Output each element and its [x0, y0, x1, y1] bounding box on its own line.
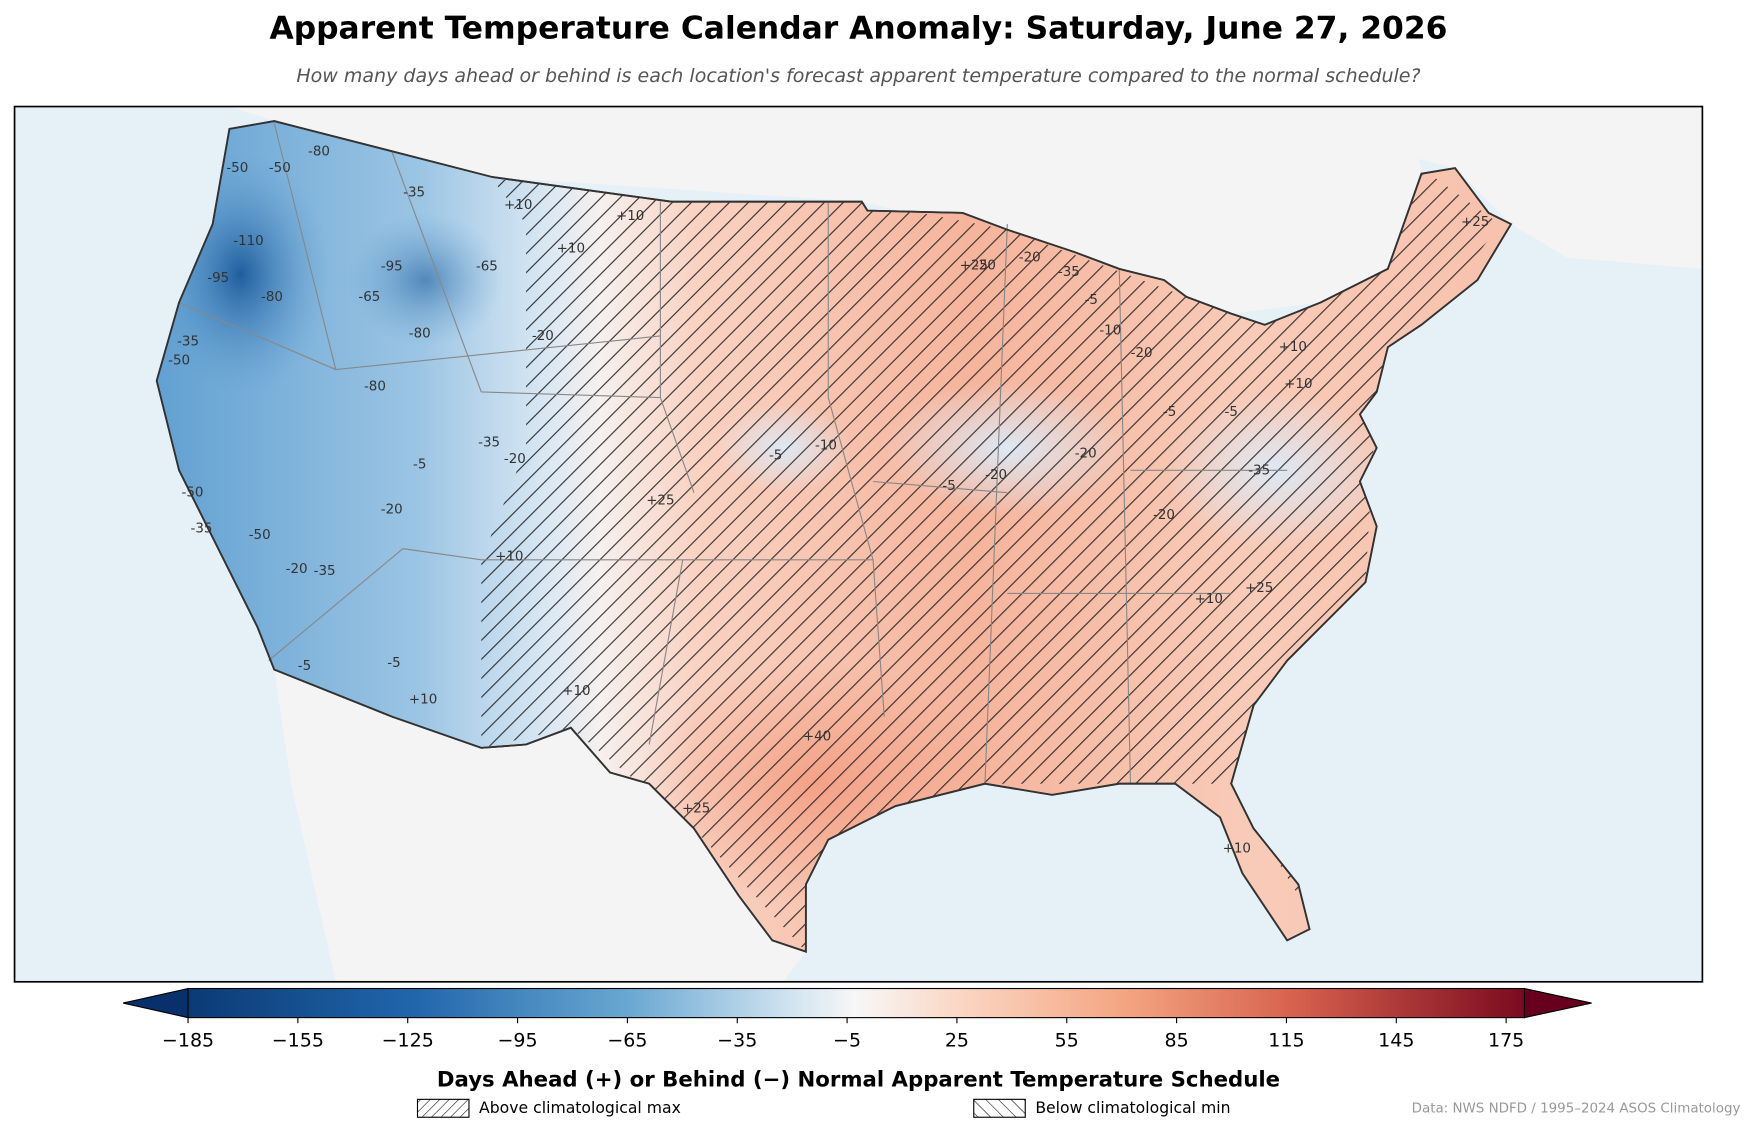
contour-label: -35	[177, 335, 199, 350]
us-outline	[155, 120, 1513, 953]
colorbar-tick-label: 25	[945, 1030, 969, 1052]
contour-label: +10	[616, 209, 644, 224]
colorbar-tick-label: −125	[382, 1030, 434, 1052]
colorbar-tick-label: 85	[1165, 1030, 1189, 1052]
legend-label: Below climatological min	[1035, 1098, 1230, 1117]
contour-label: -20	[1153, 508, 1175, 523]
colorbar-tick-label: −155	[272, 1030, 324, 1052]
contour-label: -35	[190, 522, 212, 537]
colorbar-tick-label: −5	[833, 1030, 861, 1052]
legend-label: Above climatological max	[479, 1098, 681, 1117]
contour-label: -35	[314, 564, 336, 579]
contour-label: +10	[495, 549, 523, 564]
contour-label: -110	[233, 234, 263, 249]
colorbar-label: Days Ahead (+) or Behind (−) Normal Appa…	[437, 1067, 1280, 1092]
contour-label: -10	[815, 439, 837, 454]
state-borders	[178, 123, 1288, 784]
contour-label: -20	[504, 452, 526, 467]
contour-label: -50	[269, 161, 291, 176]
contour-label: -80	[409, 327, 431, 342]
contour-label: +10	[1279, 340, 1307, 355]
contour-label: -20	[974, 258, 996, 273]
canada-land	[14, 106, 1422, 314]
contour-label: -5	[387, 656, 400, 671]
colorbar-tick-label: −95	[497, 1030, 537, 1052]
contour-label: -35	[1248, 463, 1270, 478]
contour-label: -5	[1163, 405, 1176, 420]
contour-label: -50	[182, 486, 204, 501]
colorbar-tick-label: 145	[1378, 1030, 1414, 1052]
contour-label: -95	[207, 271, 229, 286]
legend-swatch	[973, 1098, 1026, 1118]
colorbar-tick-label: 115	[1268, 1030, 1304, 1052]
contour-label: -35	[1058, 265, 1080, 280]
contour-labels: -80-50 -50-110-95-80-95-65-80-80-35-65-50…	[168, 144, 1489, 856]
contour-label: +25	[682, 801, 710, 816]
contour-label: -50	[226, 161, 248, 176]
contour-label: -20	[381, 502, 403, 517]
contour-label: -5	[413, 458, 426, 473]
map-frame	[13, 105, 1704, 983]
contour-label: -65	[358, 290, 380, 305]
colorbar-tick-label: −35	[717, 1030, 757, 1052]
colorbar-extend-low	[122, 987, 189, 1019]
colorbar: −185 −155 −125 −95 −65 −35 −5 25 55 85 115 145 175	[122, 987, 1592, 1052]
mexico-land	[274, 669, 806, 982]
map-subtitle: How many days ahead or behind is each lo…	[296, 65, 1420, 87]
contour-label: -20	[532, 329, 554, 344]
contour-label: -5	[1224, 405, 1237, 420]
contour-label: +25	[646, 494, 674, 509]
contour-label: +10	[1284, 377, 1312, 392]
colorbar-tick-label: −185	[162, 1030, 214, 1052]
canada-land	[14, 106, 1703, 269]
contour-label: -80	[261, 290, 283, 305]
contour-label: -50	[249, 528, 271, 543]
contour-label: -20	[286, 562, 308, 577]
colorbar-tick-label: 175	[1488, 1030, 1524, 1052]
credit: Data: NWS NDFD / 1995–2024 ASOS Climatol…	[1412, 1101, 1741, 1116]
contour-label: -20	[985, 468, 1007, 483]
colorbar-tick-label: −65	[607, 1030, 647, 1052]
contour-label: +10	[1195, 592, 1223, 607]
colorbar-bar	[187, 987, 1525, 1019]
contour-label: -95	[381, 260, 403, 275]
contour-label: -5	[298, 659, 311, 674]
contour-label: -10	[1099, 323, 1121, 338]
contour-label: -80	[364, 379, 386, 394]
contour-label: +25	[1245, 581, 1273, 596]
colorbar-extend-high	[1523, 987, 1592, 1019]
contour-label: -20	[1019, 251, 1041, 266]
contour-label: -65	[476, 260, 498, 275]
contour-label: +25	[960, 258, 988, 273]
contour-label: -5	[1085, 293, 1098, 308]
contour-label: +40	[803, 730, 831, 745]
map-title: Apparent Temperature Calendar Anomaly: S…	[269, 10, 1447, 46]
anomaly-field	[156, 121, 1512, 952]
contour-label: -35	[403, 186, 425, 201]
contour-label: +10	[557, 242, 585, 257]
contour-label: +10	[504, 198, 532, 213]
contour-label: +10	[1223, 842, 1251, 857]
contour-label: +10	[562, 684, 590, 699]
contour-label: -5	[769, 449, 782, 464]
legend-swatch	[416, 1098, 470, 1118]
contour-label: +25	[1461, 215, 1489, 230]
contour-label: -50	[168, 354, 190, 369]
contour-label: -80	[308, 144, 330, 159]
contour-label: -35	[478, 435, 500, 450]
map-panel: -80-50 -50-110-95-80-95-65-80-80-35-65-50…	[13, 105, 1704, 983]
contour-label: -20	[1075, 447, 1097, 462]
contour-label: -20	[1131, 346, 1153, 361]
contour-label: +10	[409, 693, 437, 708]
contour-label: -5	[942, 479, 955, 494]
colorbar-tick-label: 55	[1055, 1030, 1079, 1052]
